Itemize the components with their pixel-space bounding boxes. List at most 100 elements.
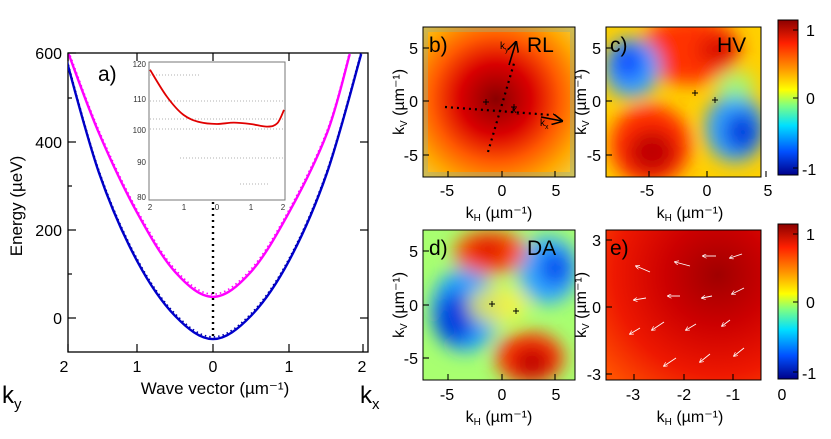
panel-a: 0 200 400 600 2 1 0 1 2 Energy (µeV) Wav…: [2, 46, 380, 413]
panel-a-label: a): [98, 63, 117, 86]
kx-arrow: [540, 117, 562, 121]
panel-e-xtick-3: -1: [726, 387, 740, 404]
panel-c-xlabel: kH (µm⁻¹): [657, 205, 724, 224]
ky-arrow: [509, 42, 516, 66]
inset-xtick-3: 0: [215, 203, 220, 212]
panel-d-xlabel: kH (µm⁻¹): [466, 409, 533, 428]
colorbar-top: 1 0 -1: [777, 19, 816, 179]
panel-d-ticks: [423, 250, 556, 380]
panel-d: d) DA -5 0 5 5 0 -5 kH (µm⁻¹) kV (µm⁻¹): [391, 229, 576, 428]
panel-d-crosses: [489, 301, 519, 314]
inset-xtick-4: 1: [249, 203, 254, 212]
ky-dotted-axis: [486, 59, 517, 153]
panel-b-ytick-3: -5: [404, 148, 418, 165]
panel-e-xtick-4: 0: [778, 387, 787, 404]
colorbar-bottom-label-1: 1: [806, 227, 815, 244]
y-axis-label: Energy (µeV): [7, 156, 26, 257]
panel-e-vectors: [630, 253, 745, 366]
panel-b-ytick-2: 0: [409, 94, 418, 111]
panel-d-ytick-3: -5: [404, 351, 418, 368]
panel-c-frame: [605, 26, 762, 178]
colorbar-bottom: 1 0 -1: [777, 223, 816, 383]
panel-b-heatmap: [423, 27, 575, 177]
colorbar-top-label-1: 1: [806, 23, 815, 40]
colorbar-top-label-3: -1: [802, 162, 816, 179]
panel-c-xtick-3: 5: [764, 183, 773, 200]
panel-b-ytick-1: 5: [409, 41, 418, 58]
panel-d-ylabel: kV (µm⁻¹): [391, 272, 410, 338]
panel-e-label: e): [610, 237, 629, 260]
ky-annotation: ky: [500, 41, 509, 54]
panel-e-heatmap: [606, 230, 761, 380]
panel-c-ytick-2: 0: [592, 94, 601, 111]
inset-difference-line: [149, 69, 285, 128]
inset-ytick-110: 110: [133, 95, 146, 104]
inset-xtick-2: 1: [182, 203, 187, 212]
inset-ytick-90: 90: [137, 158, 146, 167]
ky-label: ky: [2, 382, 22, 413]
panel-b-noise-edge: [423, 27, 575, 177]
inset-ytick-80: 80: [137, 193, 146, 202]
panel-b-label: b): [429, 34, 448, 57]
panel-c-ticks: [606, 47, 767, 177]
ytick-600: 600: [35, 46, 62, 63]
colorbar-top-label-2: 0: [806, 91, 815, 108]
xtick-4: 1: [285, 359, 294, 376]
colorbar-bottom-label-3: -1: [802, 366, 816, 383]
panel-e-xtick-2: -2: [677, 387, 691, 404]
xtick-1: 2: [60, 359, 69, 376]
kx-label: kx: [360, 382, 380, 413]
panel-c-label: c): [610, 34, 628, 57]
panel-b-crosses: [483, 99, 517, 110]
panel-b-title: RL: [527, 34, 554, 57]
inset-frame: [148, 61, 286, 201]
upper-branch-line: [68, 53, 351, 299]
lower-branch-points: [68, 53, 362, 338]
panel-d-xtick-1: -5: [440, 387, 454, 404]
panel-c-title: HV: [717, 34, 746, 57]
kx-annotation: kx: [540, 118, 549, 131]
panel-d-title: DA: [527, 237, 556, 260]
panel-a-yticks: [68, 52, 368, 319]
panel-b: kx ky kx b) RL -5 0 5 5 0 -5 kH (µm⁻¹) k…: [391, 26, 576, 224]
ytick-200: 200: [35, 223, 62, 240]
kx-small-annotation: kx: [512, 105, 520, 117]
panel-e-ylabel: kV (µm⁻¹): [573, 272, 592, 338]
panel-e-xtick-1: -3: [626, 387, 640, 404]
panel-e-ytick-2: 0: [592, 300, 601, 317]
panel-c-xtick-2: 0: [703, 183, 712, 200]
xtick-5: 2: [358, 359, 367, 376]
inset-xtick-1: 2: [148, 203, 153, 212]
x-axis-label: Wave vector (µm⁻¹): [141, 379, 289, 398]
panel-b-frame: [422, 26, 576, 178]
inset: 120 110 100 90 80 2 1 0 1 2: [133, 60, 286, 212]
inset-ytick-120: 120: [133, 60, 147, 69]
panel-e-ytick-1: 3: [592, 233, 601, 250]
panel-c-ytick-1: 5: [592, 41, 601, 58]
ytick-0: 0: [53, 311, 62, 328]
panel-b-xlabel: kH (µm⁻¹): [466, 205, 533, 224]
ytick-400: 400: [35, 135, 62, 152]
panel-d-xtick-3: 5: [552, 387, 561, 404]
panel-c-crosses: [692, 90, 718, 103]
colorbar-bottom-label-2: 0: [806, 295, 815, 312]
panel-d-xtick-2: 0: [498, 387, 507, 404]
inset-xtick-5: 2: [281, 203, 286, 212]
panel-c-ylabel: kV (µm⁻¹): [573, 69, 592, 135]
panel-c-xtick-1: -5: [640, 183, 654, 200]
inset-noise: [150, 74, 284, 185]
xtick-2: 1: [133, 359, 142, 376]
panel-b-xtick-2: 0: [498, 183, 507, 200]
panel-b-xtick-3: 5: [552, 183, 561, 200]
xtick-3: 0: [209, 359, 218, 376]
panel-e-ytick-3: -3: [587, 367, 601, 384]
panel-c-ytick-3: -5: [587, 148, 601, 165]
panel-a-xticks: [67, 53, 364, 352]
panel-e-xlabel: kH (µm⁻¹): [657, 409, 724, 428]
panel-d-ytick-1: 5: [409, 244, 418, 261]
panel-b-ylabel: kV (µm⁻¹): [391, 69, 410, 135]
panel-d-ytick-2: 0: [409, 298, 418, 315]
panel-b-xtick-1: -5: [440, 183, 454, 200]
panel-b-ticks: [423, 47, 556, 177]
